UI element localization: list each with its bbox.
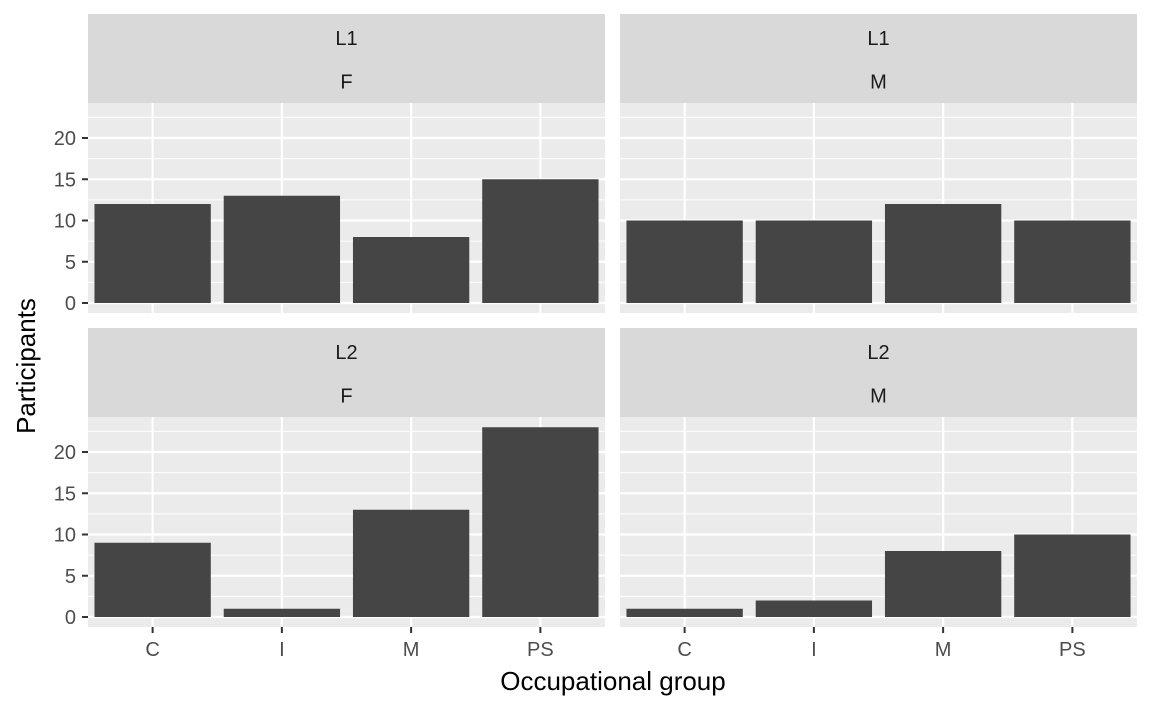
y-axis-title: Participants [11,298,41,434]
bar-l2-m-PS [1014,534,1131,617]
strip-label-l2-m-row: L2 [867,342,889,364]
bar-l1-f-M [352,237,470,303]
y-tick-label-l2-10: 10 [54,525,76,547]
bar-l2-m-C [626,608,743,617]
strip-label-l2-f-row: L2 [335,342,357,364]
facet-strip-l1-f [88,14,605,103]
bar-l1-f-C [94,204,211,303]
bar-l1-f-PS [482,179,599,303]
bar-l2-f-M [352,509,470,617]
y-tick-label-l1-20: 20 [54,128,76,150]
y-tick-label-l2-20: 20 [54,442,76,464]
strip-label-l1-m-row: L1 [867,28,889,50]
strip-label-l2-f-col: F [340,386,352,408]
x-tick-label-m-C: C [677,639,691,661]
x-tick-label-f-I: I [279,639,285,661]
bar-l2-m-M [884,551,1002,617]
facet-strip-l1-m [620,14,1137,103]
x-tick-label-f-PS: PS [527,639,554,661]
bar-l2-m-I [755,600,873,617]
bar-l1-m-M [884,204,1002,303]
strip-label-l2-m-col: M [870,386,887,408]
x-tick-label-f-M: M [403,639,420,661]
facet-strip-l2-f [88,328,605,417]
strip-label-l1-m-col: M [870,72,887,94]
y-tick-label-l2-0: 0 [65,607,76,629]
x-axis-title: Occupational group [500,666,725,696]
x-tick-label-f-C: C [145,639,159,661]
bar-l1-f-I [223,195,341,303]
strip-label-l1-f-col: F [340,72,352,94]
y-tick-label-l1-10: 10 [54,211,76,233]
bar-l2-f-C [94,542,211,617]
facet-strip-l2-m [620,328,1137,417]
y-tick-label-l1-0: 0 [65,293,76,315]
bar-l1-m-PS [1014,220,1131,303]
bar-l1-m-C [626,220,743,303]
y-tick-label-l1-5: 5 [65,252,76,274]
bar-l2-f-PS [482,427,599,617]
bar-l2-f-I [223,608,341,617]
y-tick-label-l2-15: 15 [54,483,76,505]
y-tick-label-l2-5: 5 [65,566,76,588]
strip-label-l1-f-row: L1 [335,28,357,50]
x-tick-label-m-PS: PS [1059,639,1086,661]
x-tick-label-m-I: I [811,639,817,661]
bar-l1-m-I [755,220,873,303]
x-tick-label-m-M: M [935,639,952,661]
y-tick-label-l1-15: 15 [54,169,76,191]
